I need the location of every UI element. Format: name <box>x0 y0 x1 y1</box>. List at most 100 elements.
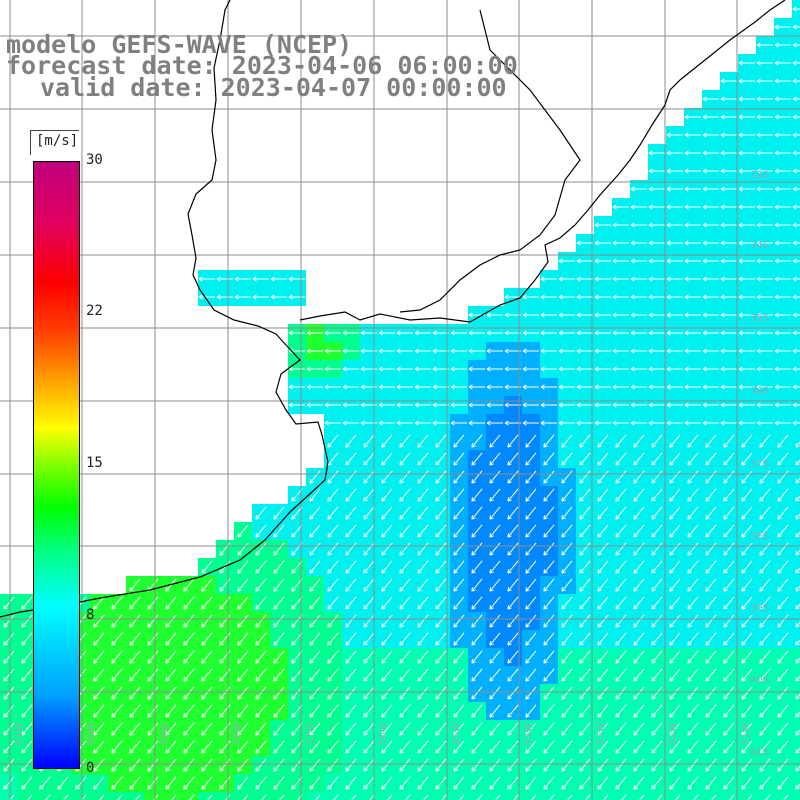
wind-arrow <box>705 614 717 628</box>
wind-arrow <box>291 632 303 646</box>
wind-cell <box>792 774 800 792</box>
wind-arrow <box>471 758 483 772</box>
wind-cell <box>774 792 792 800</box>
wind-arrow <box>381 542 393 556</box>
colorbar-tick-30: 30 <box>86 152 103 168</box>
wind-arrow <box>309 758 321 772</box>
wind-arrow <box>543 560 555 574</box>
wind-arrow <box>684 312 701 318</box>
wind-arrow <box>522 348 539 354</box>
wind-arrow <box>777 776 789 790</box>
wind-arrow <box>309 632 321 646</box>
wind-arrow <box>81 794 87 800</box>
wind-arrow <box>129 632 141 646</box>
wind-arrow <box>759 578 771 592</box>
wind-arrow <box>471 434 483 448</box>
wind-arrow <box>198 276 215 282</box>
wind-arrow <box>525 452 537 466</box>
colorbar-unit: [m/s] <box>36 133 79 149</box>
wind-arrow <box>615 668 627 682</box>
wind-arrow <box>111 722 123 736</box>
wind-arrow <box>288 402 305 408</box>
wind-arrow <box>792 348 800 354</box>
lat-label: 36S <box>750 386 770 397</box>
wind-arrow <box>756 294 773 300</box>
wind-arrow <box>468 384 485 390</box>
wind-cell <box>684 792 702 800</box>
wind-arrow <box>720 330 737 336</box>
wind-arrow <box>579 596 591 610</box>
wind-arrow <box>378 348 395 354</box>
wind-cell <box>792 594 800 612</box>
wind-arrow <box>327 434 339 448</box>
wind-arrow <box>648 402 665 408</box>
wind-arrow <box>237 650 249 664</box>
wind-arrow <box>756 402 773 408</box>
wind-arrow <box>579 740 591 754</box>
wind-arrow <box>147 704 159 718</box>
wind-arrow <box>561 452 573 466</box>
wind-arrow <box>795 567 800 574</box>
wind-arrow <box>792 366 800 372</box>
wind-arrow <box>471 614 483 628</box>
wind-arrow <box>183 758 195 772</box>
wind-arrow <box>147 650 159 664</box>
wind-arrow <box>471 740 483 754</box>
wind-arrow <box>93 686 105 700</box>
wind-arrow <box>111 596 123 610</box>
wind-arrow <box>597 758 609 772</box>
wind-arrow <box>738 348 755 354</box>
wind-arrow <box>327 596 339 610</box>
wind-arrow <box>21 596 33 610</box>
wind-arrow <box>273 542 285 556</box>
wind-arrow <box>774 168 791 174</box>
wind-arrow <box>291 578 303 592</box>
wind-arrow <box>687 452 699 466</box>
wind-arrow <box>669 524 681 538</box>
wind-arrow <box>261 794 267 800</box>
wind-arrow <box>561 686 573 700</box>
wind-arrow <box>471 560 483 574</box>
wind-arrow <box>723 740 735 754</box>
wind-arrow <box>396 402 413 408</box>
wind-arrow <box>756 366 773 372</box>
wind-arrow <box>633 686 645 700</box>
wind-arrow <box>576 402 593 408</box>
wind-arrow <box>351 794 357 800</box>
wind-arrow <box>381 470 393 484</box>
wind-arrow <box>666 204 683 210</box>
wind-arrow <box>435 452 447 466</box>
wind-arrow <box>453 578 465 592</box>
wind-arrow <box>705 434 717 448</box>
wind-arrow <box>435 614 447 628</box>
wind-arrow <box>612 402 629 408</box>
wind-cell <box>702 792 720 800</box>
wind-arrow <box>3 758 15 772</box>
wind-arrow <box>567 794 573 800</box>
wind-arrow <box>777 704 789 718</box>
wind-arrow <box>558 258 575 264</box>
wind-arrow <box>774 402 791 408</box>
wind-arrow <box>399 560 411 574</box>
wind-arrow <box>597 434 609 448</box>
wind-arrow <box>345 578 357 592</box>
wind-arrow <box>381 668 393 682</box>
wind-arrow <box>777 506 789 520</box>
wind-arrow <box>756 96 773 102</box>
wind-arrow <box>774 312 791 318</box>
wind-arrow <box>363 722 375 736</box>
wind-arrow <box>309 668 321 682</box>
wind-arrow <box>777 614 789 628</box>
wind-arrow <box>705 596 717 610</box>
wind-arrow <box>558 402 575 408</box>
wind-arrow <box>561 596 573 610</box>
wind-arrow <box>648 348 665 354</box>
wind-arrow <box>117 794 123 800</box>
wind-arrow <box>723 632 735 646</box>
wind-arrow <box>291 776 303 790</box>
wind-cell <box>432 792 450 800</box>
wind-arrow <box>594 384 611 390</box>
wind-arrow <box>666 222 683 228</box>
wind-arrow <box>783 794 789 800</box>
wind-arrow <box>543 704 555 718</box>
